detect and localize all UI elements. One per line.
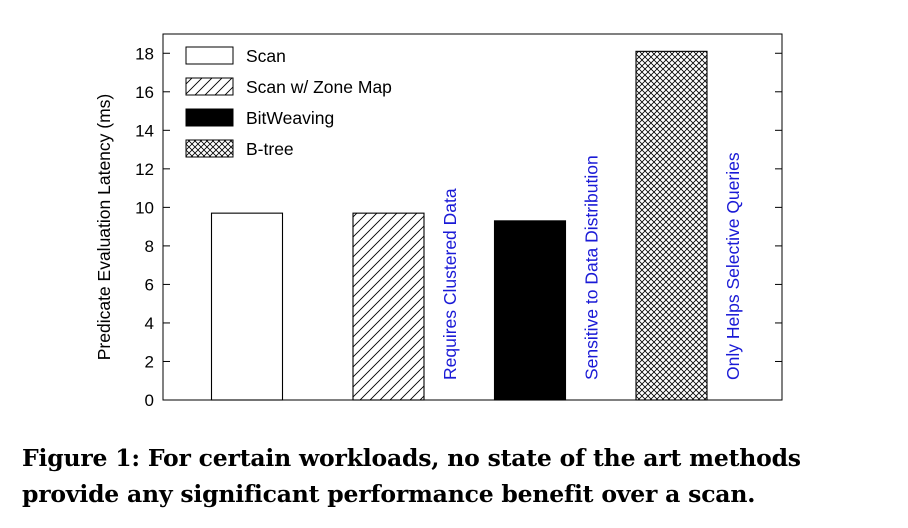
legend-label: Scan — [246, 46, 286, 66]
plot-frame — [162, 33, 783, 401]
legend-label: Scan w/ Zone Map — [246, 77, 392, 97]
chart: 0 2 4 6 8 10 12 14 16 18 Predicate Evaluation Late… — [94, 33, 783, 410]
bar-b-tree — [635, 50, 708, 401]
caption-line-2: provide any significant performance bene… — [22, 480, 756, 508]
y-tick-label: 8 — [145, 237, 154, 256]
bar-scan — [210, 212, 284, 401]
y-tick-label: 12 — [135, 160, 154, 179]
annotation-label: Only Helps Selective Queries — [723, 152, 743, 380]
y-tick-label: 18 — [135, 44, 154, 63]
y-tick-label: 2 — [145, 352, 154, 371]
caption-line-1: Figure 1: For certain workloads, no stat… — [22, 444, 801, 472]
legend-label: BitWeaving — [246, 108, 334, 128]
annotation-label: Requires Clustered Data — [440, 188, 460, 380]
plot-area: 0 2 4 6 8 10 12 14 16 18 Predicate Evaluation Late… — [94, 33, 783, 410]
legend-swatch — [185, 46, 234, 65]
y-tick-label: 14 — [135, 121, 154, 140]
y-axis-label: Predicate Evaluation Latency (ms) — [94, 94, 114, 361]
y-tick-label: 10 — [135, 198, 154, 217]
legend-swatch — [185, 108, 234, 127]
annotation-label: Sensitive to Data Distribution — [582, 155, 602, 380]
legend-swatch — [185, 77, 234, 96]
legend-label: B-tree — [246, 139, 294, 159]
y-tick-label: 4 — [145, 314, 154, 333]
bar-scan-w-zone-map — [352, 212, 425, 401]
y-tick-label: 6 — [145, 275, 154, 294]
legend-swatch — [185, 139, 234, 158]
figure-caption: Figure 1: For certain workloads, no stat… — [22, 440, 902, 512]
y-tick-label: 16 — [135, 83, 154, 102]
y-tick-label: 0 — [145, 391, 154, 410]
bar-bitweaving — [493, 220, 567, 401]
